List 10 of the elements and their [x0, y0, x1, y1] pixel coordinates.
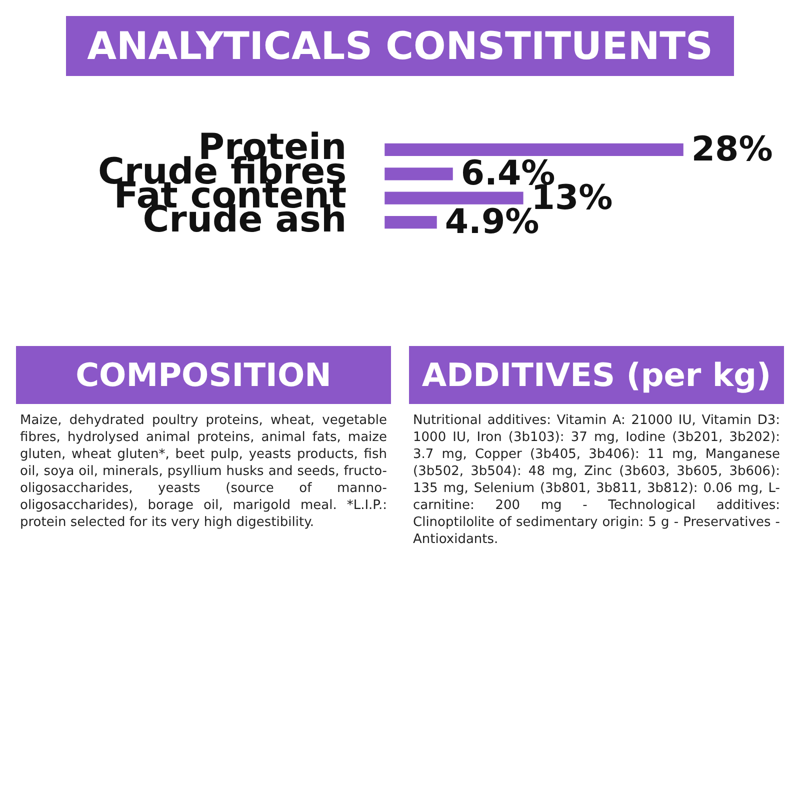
data-label: 28% [691, 130, 773, 170]
bar [384, 216, 437, 229]
text: ADDITIVES (per kg) [409, 346, 784, 404]
text: Maize, dehydrated poultry proteins, wheat, vegetable fibres, hydrolysed animal proteins, animal fats, maize gluten, wheat gluten*, beet pulp, yeasts products, fish oil, soya oil, minerals, psyllium husks and seeds, fructo-oligosaccharides, yeasts (source of manno-oligosaccharides), borage oil, marigold meal. *L.I.P.: protein selected for its very high digestibility. [19, 412, 388, 531]
bar [384, 192, 524, 204]
bar [384, 143, 684, 156]
chart-title: ANALYTICALS CONSTITUENTS [66, 16, 734, 76]
text: Nutritional additives: Vitamin A: 21000 IU, Vitamin D3: 1000 IU, Iron (3b103): 37 mg, Iodine (3b201, 3b202): 3.7 mg, Copper (3b405, 3b406): 11 mg, Manganese (3b502, 3b504): 48 mg, Zinc (3b603, 3b605, 3b606): 135 mg, Selenium (3b801, 3b811, 3b812): 0.06 mg, L-carnitine: 200 mg - Technological additives: Clinoptilolite of sedimentary origin: 5 g - Preservatives - Antioxidants. [412, 412, 781, 548]
text: COMPOSITION [16, 346, 391, 404]
bar [384, 168, 453, 180]
